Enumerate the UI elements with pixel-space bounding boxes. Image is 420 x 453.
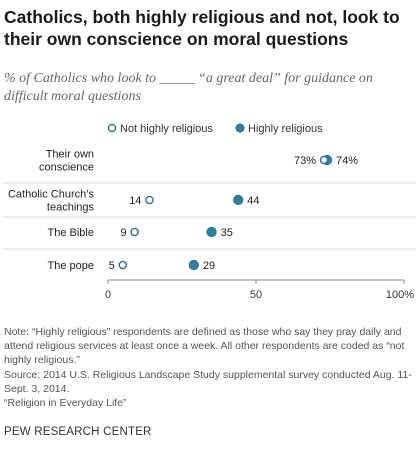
dot-highly-religious-1 (233, 194, 244, 206)
value-label-highly-religious-0: 74% (336, 155, 358, 167)
legend-label-highly-religious: Highly religious (248, 123, 323, 135)
dot-not-highly-religious-2 (130, 227, 139, 237)
legend-label-not-highly-religious: Not highly religious (120, 123, 213, 135)
value-label-not-highly-religious-2: 9 (121, 227, 127, 239)
value-label-not-highly-religious-3: 5 (109, 260, 115, 272)
chart-title: Catholics, both highly religious and not… (4, 7, 400, 49)
dot-plot-chart: Not highly religious Highly religious Thei… (4, 123, 416, 301)
category-label-0-1: conscience (39, 162, 94, 174)
chart-notes: Note: “Highly religious” respondents are… (4, 325, 416, 410)
note-definition: Note: “Highly religious” respondents are… (4, 326, 405, 367)
dot-not-highly-religious-1 (145, 195, 154, 205)
x-tick-label-0: 0 (105, 289, 111, 301)
category-label-0-0: Their own (46, 149, 94, 161)
note-report-title: “Religion in Everyday Life” (4, 397, 127, 410)
value-label-not-highly-religious-1: 14 (129, 195, 141, 207)
pew-research-center-brand: PEW RESEARCH CENTER (4, 426, 152, 438)
chart-subtitle: % of Catholics who look to _____ “a grea… (4, 71, 373, 104)
dot-not-highly-religious-3 (118, 260, 128, 270)
dot-highly-religious-2 (206, 226, 217, 238)
value-label-highly-religious-1: 44 (247, 195, 259, 207)
category-label-1-0: Catholic Church’s (8, 189, 95, 201)
value-label-highly-religious-2: 35 (221, 227, 233, 239)
dot-highly-religious-3 (188, 259, 199, 271)
value-label-not-highly-religious-0: 73% (294, 155, 316, 167)
legend-marker-highly-religious (235, 123, 245, 133)
value-label-highly-religious-3: 29 (203, 260, 215, 272)
category-label-1-1: teachings (47, 202, 95, 214)
note-source: Source: 2014 U.S. Religious Landscape St… (4, 368, 412, 395)
category-label-2-0: The Bible (48, 227, 94, 239)
legend-marker-not-highly-religious (107, 123, 117, 133)
x-tick-label-1: 50 (250, 289, 262, 301)
dot-not-highly-religious-0 (319, 155, 329, 165)
x-tick-label-2: 100% (386, 289, 414, 301)
category-label-3-0: The pope (48, 260, 94, 272)
